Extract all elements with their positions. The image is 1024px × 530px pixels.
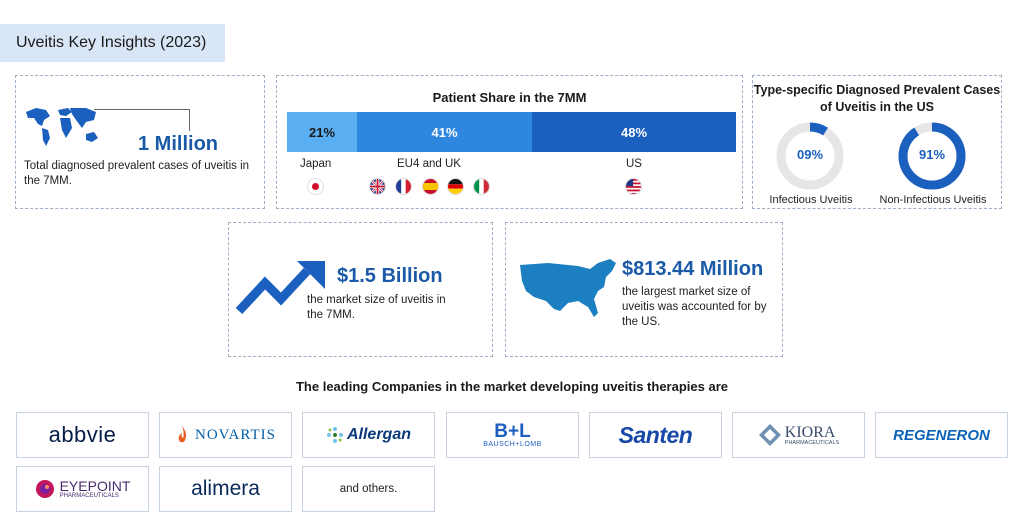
- region-label-eu4-uk: EU4 and UK: [397, 158, 461, 170]
- infectious-label: Infectious Uveitis: [769, 194, 853, 206]
- non-infectious-donut: [898, 122, 966, 190]
- regeneron-logo: REGENERON: [875, 412, 1008, 458]
- infectious-value: 09%: [796, 147, 824, 162]
- region-label-us: US: [626, 158, 642, 170]
- segment-eu4-uk: 41%: [357, 112, 532, 152]
- us-market-card: $813.44 Million the largest market size …: [505, 222, 783, 357]
- eyepoint-logo: EYEPOINT PHARMACEUTICALS: [16, 466, 149, 512]
- non-infectious-value: 91%: [918, 147, 946, 162]
- page-title: Uveitis Key Insights (2023): [0, 24, 225, 62]
- market-size-value: $1.5 Billion: [337, 265, 443, 287]
- market-size-card: $1.5 Billion the market size of uveitis …: [228, 222, 493, 357]
- market-size-description: the market size of uveitis in the 7MM.: [307, 294, 446, 321]
- world-map-icon: [26, 108, 98, 146]
- abbvie-logo: abbvie: [16, 412, 149, 458]
- type-specific-title: Type-specific Diagnosed Prevalent Cases …: [753, 83, 1001, 114]
- prevalence-value: 1 Million: [138, 133, 218, 155]
- trend-arrow-icon: [235, 261, 325, 315]
- patient-share-card: Patient Share in the 7MM 21% 41% 48% Jap…: [276, 75, 743, 209]
- prevalence-description: Total diagnosed prevalent cases of uveit…: [24, 160, 250, 187]
- eyepoint-circle-icon: [35, 480, 54, 498]
- germany-flag-icon: [447, 178, 464, 195]
- type-specific-card: Type-specific Diagnosed Prevalent Cases …: [752, 75, 1002, 209]
- companies-heading: The leading Companies in the market deve…: [295, 379, 728, 394]
- italy-flag-icon: [473, 178, 490, 195]
- spain-flag-icon: [422, 178, 439, 195]
- us-market-description: the largest market size of uveitis was a…: [622, 286, 767, 328]
- segment-us: 48%: [532, 112, 736, 152]
- kiora-diamond-icon: [758, 424, 781, 446]
- uk-flag-icon: [369, 178, 386, 195]
- allergan-logo: Allergan: [302, 412, 435, 458]
- japan-flag-icon: [307, 178, 324, 195]
- prevalence-card: 1 Million Total diagnosed prevalent case…: [15, 75, 265, 209]
- kiora-logo: KIORA PHARMACEUTICALS: [732, 412, 865, 458]
- non-infectious-label: Non-Infectious Uveitis: [879, 194, 987, 206]
- us-map-icon: [520, 259, 616, 317]
- alimera-logo: alimera: [159, 466, 292, 512]
- france-flag-icon: [395, 178, 412, 195]
- patient-share-title: Patient Share in the 7MM: [432, 90, 587, 105]
- region-label-japan: Japan: [300, 158, 332, 170]
- bausch-lomb-logo: B+L BAUSCH+LOMB: [446, 412, 579, 458]
- callout-line: [94, 109, 190, 131]
- us-flag-icon: [625, 178, 642, 195]
- and-others: and others.: [302, 466, 435, 512]
- novartis-flame-icon: [178, 426, 186, 443]
- santen-logo: Santen: [589, 412, 722, 458]
- infectious-donut: [776, 122, 844, 190]
- segment-japan: 21%: [287, 112, 357, 152]
- novartis-logo: NOVARTIS: [159, 412, 292, 458]
- us-market-value: $813.44 Million: [622, 258, 764, 280]
- patient-share-bar: 21% 41% 48%: [287, 112, 736, 152]
- allergan-dots-icon: [326, 427, 343, 443]
